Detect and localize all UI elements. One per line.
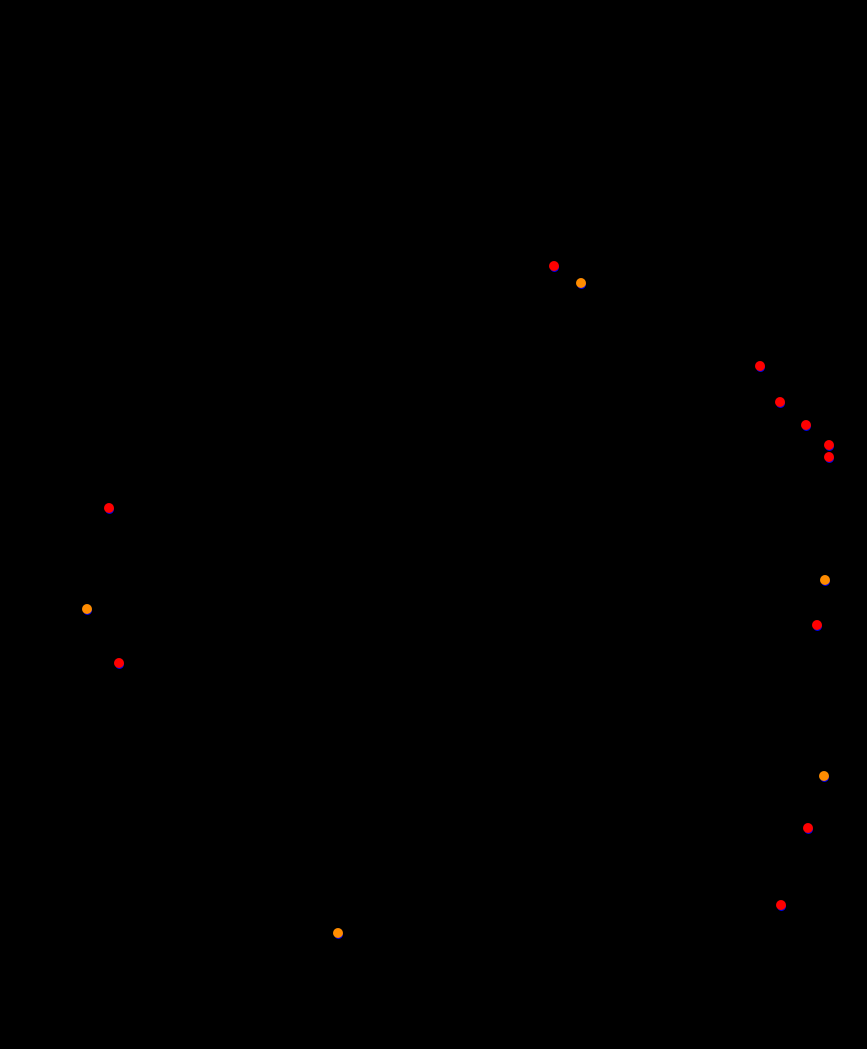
scatter-point-core — [824, 452, 834, 462]
scatter-point-core — [820, 575, 830, 585]
scatter-point-core — [755, 361, 765, 371]
scatter-point-core — [104, 503, 114, 513]
scatter-point-core — [824, 440, 834, 450]
scatter-point-core — [333, 928, 343, 938]
scatter-point-core — [776, 900, 786, 910]
scatter-point-core — [775, 397, 785, 407]
scatter-point-core — [803, 823, 813, 833]
scatter-point-core — [801, 420, 811, 430]
scatter-point-core — [549, 261, 559, 271]
scatter-point-core — [812, 620, 822, 630]
scatter-point-core — [819, 771, 829, 781]
scatter-point-core — [576, 278, 586, 288]
scatter-point-core — [114, 658, 124, 668]
scatter-point-core — [82, 604, 92, 614]
